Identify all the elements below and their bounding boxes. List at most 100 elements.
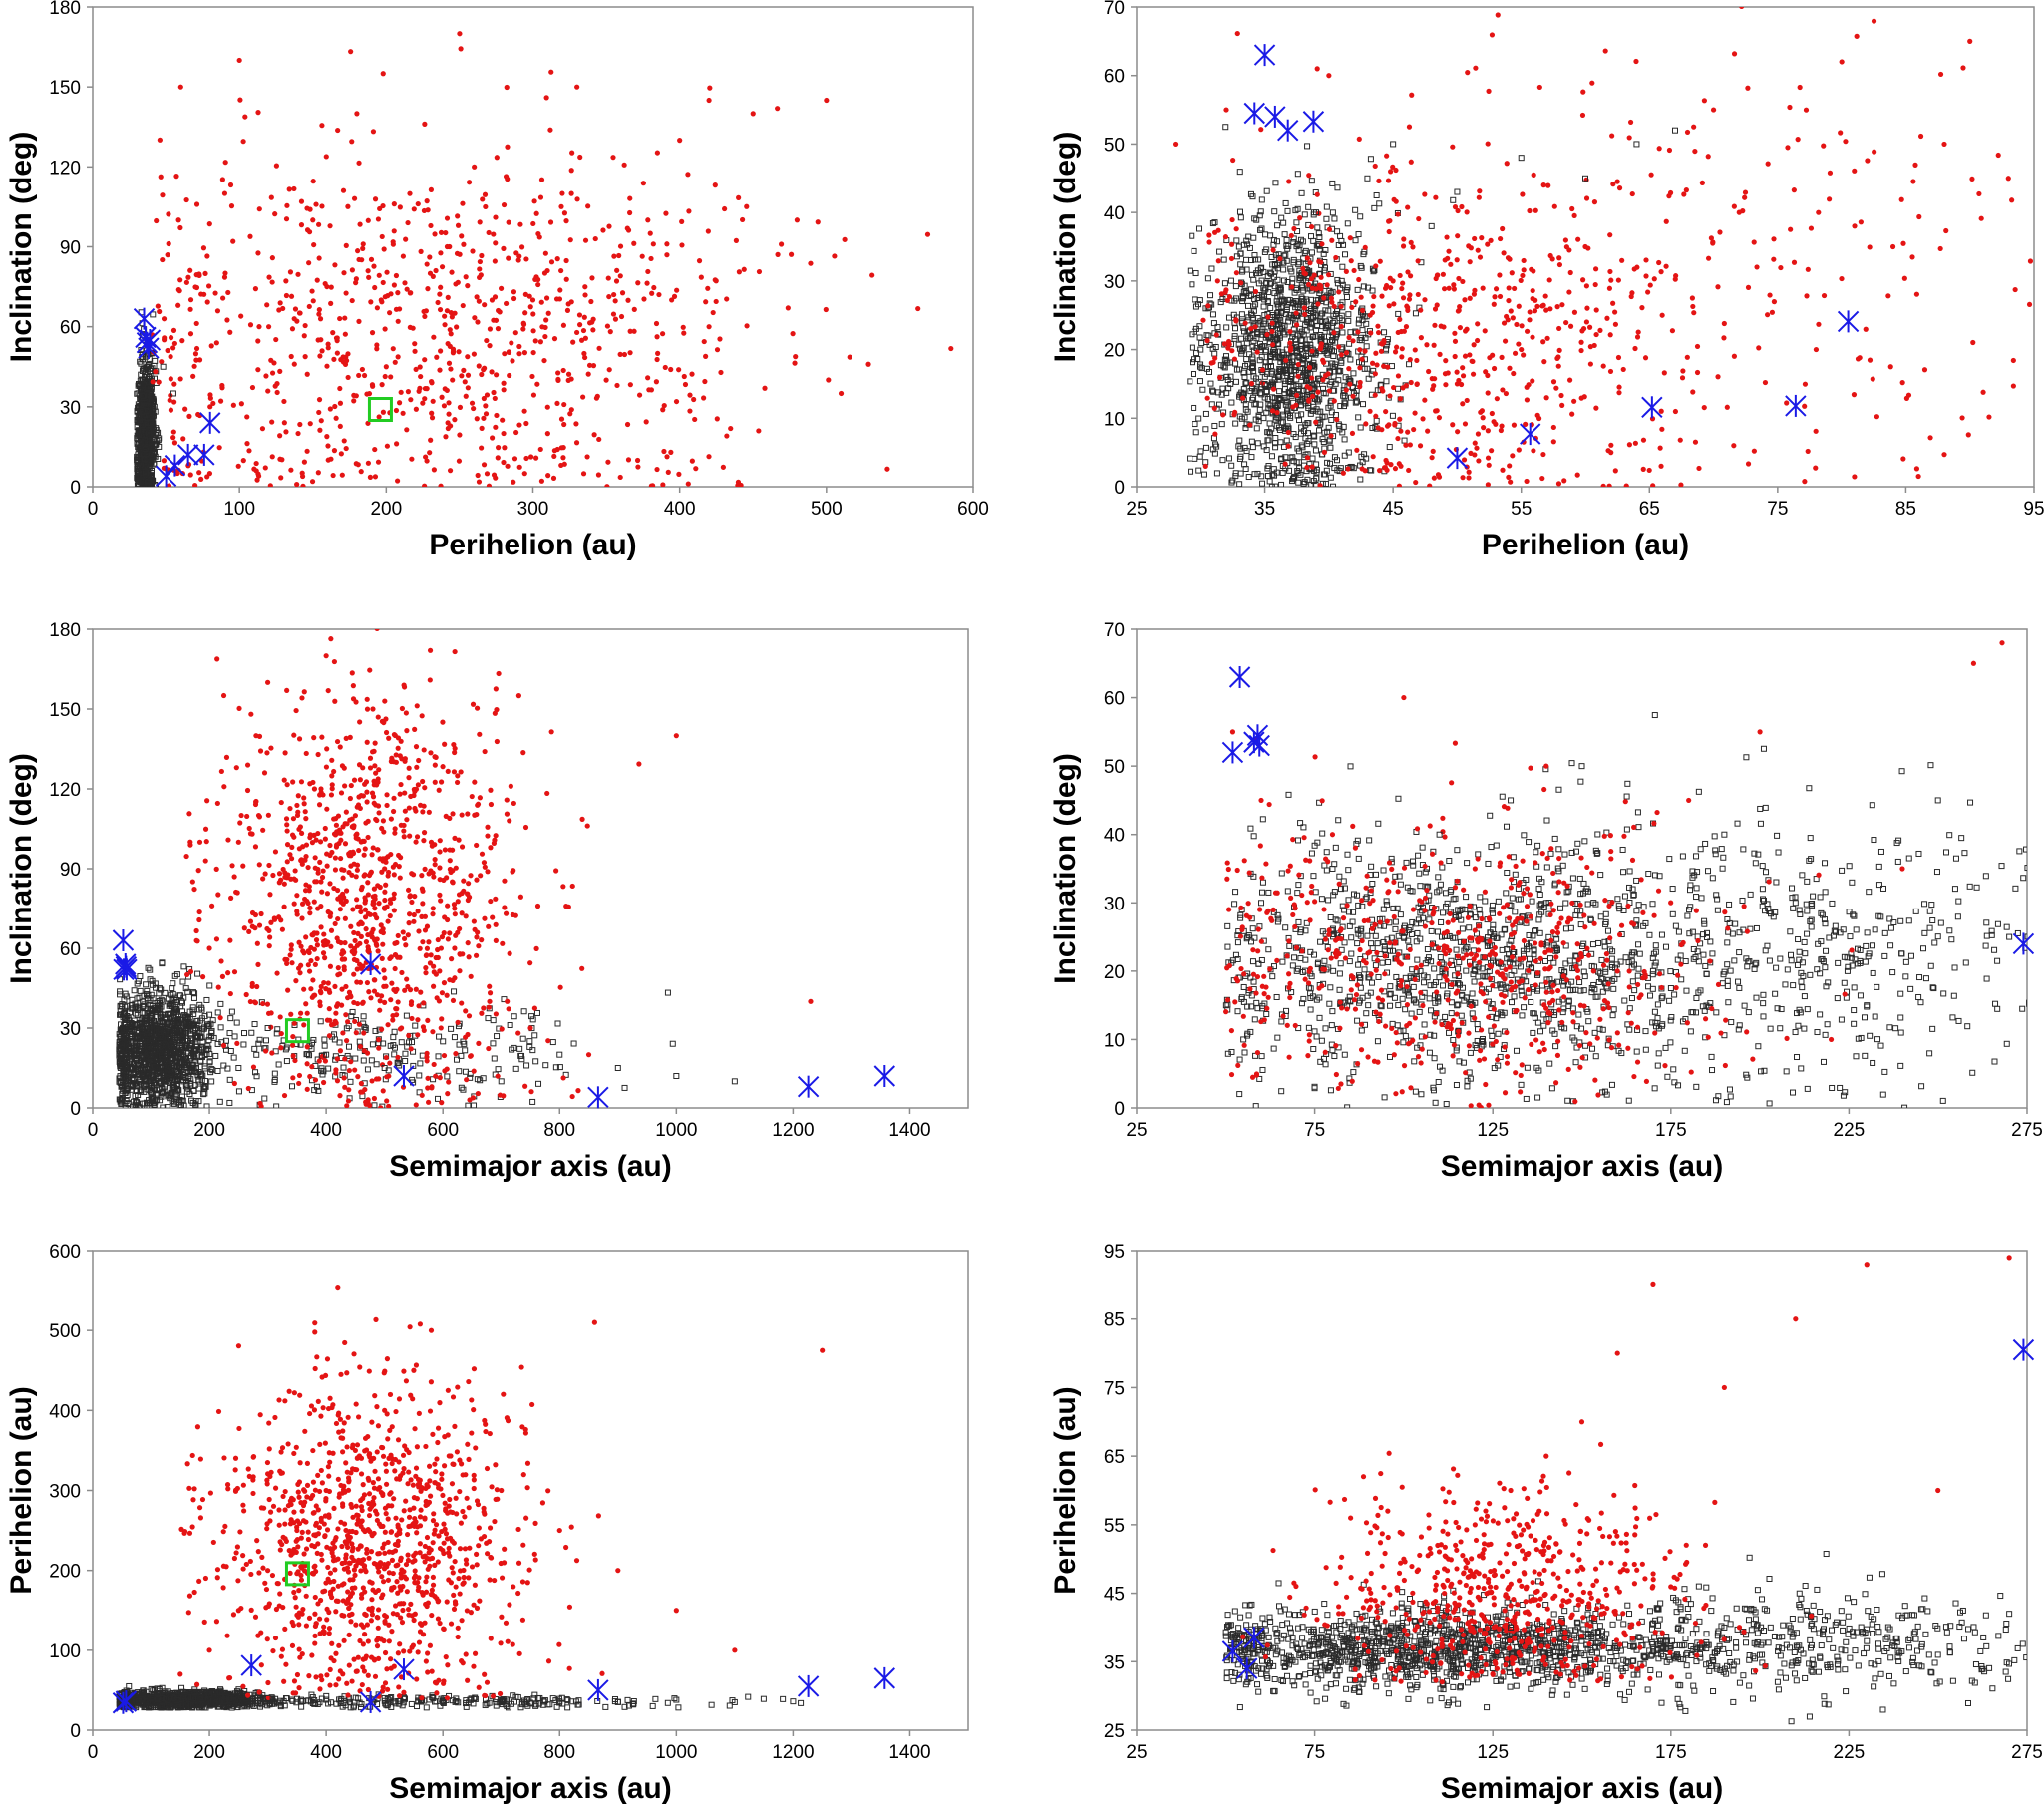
red-point	[360, 241, 366, 247]
red-point	[1410, 244, 1416, 250]
red-point	[1482, 328, 1488, 334]
gray-point	[1281, 391, 1288, 398]
gray-point	[160, 363, 167, 370]
red-point	[1852, 168, 1858, 174]
gray-point	[1324, 351, 1331, 358]
red-point	[1592, 281, 1598, 288]
red-point	[302, 354, 308, 360]
gray-point	[1383, 378, 1390, 385]
gray-point	[1238, 311, 1245, 318]
red-point	[516, 343, 522, 350]
red-point	[210, 400, 216, 407]
red-point	[1569, 205, 1575, 212]
x-tick-label: 65	[1639, 499, 1660, 520]
gray-point	[1266, 478, 1273, 485]
red-point	[1865, 158, 1871, 164]
gray-point	[1196, 453, 1203, 460]
red-point	[1320, 377, 1326, 383]
red-point	[160, 256, 166, 263]
gray-point	[1327, 444, 1334, 451]
red-point	[604, 323, 611, 329]
red-point	[1612, 468, 1618, 474]
gray-point	[1322, 481, 1329, 487]
gray-point	[1223, 324, 1230, 331]
red-point	[402, 280, 408, 286]
gray-point	[1240, 369, 1247, 376]
gray-point	[1364, 175, 1371, 182]
red-point	[668, 366, 674, 373]
red-point	[492, 258, 498, 264]
gray-point	[1306, 461, 1313, 468]
red-point	[1493, 421, 1499, 427]
red-point	[624, 225, 630, 231]
gray-point	[1330, 483, 1337, 487]
red-point	[1457, 303, 1463, 310]
gray-point	[226, 1030, 233, 1037]
red-point	[341, 438, 347, 444]
red-point	[521, 408, 527, 414]
gray-point	[1329, 209, 1336, 216]
red-point	[177, 224, 183, 231]
gray-point	[1298, 411, 1305, 418]
red-point	[517, 221, 523, 227]
red-point	[392, 359, 398, 365]
red-point	[627, 350, 633, 356]
red-point	[421, 308, 427, 315]
red-point	[1787, 104, 1793, 111]
red-point	[581, 314, 587, 320]
gray-point	[1192, 270, 1199, 277]
gray-point	[1287, 414, 1294, 421]
red-point	[1645, 289, 1651, 295]
red-point	[487, 326, 494, 332]
gray-point	[1294, 171, 1301, 178]
red-point	[1731, 51, 1738, 57]
red-point	[703, 299, 709, 305]
red-point	[380, 202, 386, 209]
red-point	[542, 250, 548, 256]
gray-point	[1298, 402, 1305, 409]
gray-point	[1288, 268, 1295, 275]
red-point	[1414, 357, 1420, 364]
red-point	[1742, 189, 1749, 195]
red-point	[1739, 7, 1745, 9]
red-point	[553, 296, 560, 302]
gray-point	[1345, 311, 1352, 318]
red-point	[1797, 84, 1803, 91]
red-point	[778, 241, 785, 247]
gray-point	[1295, 479, 1302, 486]
gray-point	[1281, 380, 1288, 387]
red-point	[220, 295, 226, 301]
gray-point	[1257, 226, 1264, 233]
red-point	[523, 455, 529, 462]
red-point	[589, 275, 595, 281]
red-point	[1571, 398, 1577, 404]
gray-point	[214, 1067, 221, 1074]
red-point	[1543, 395, 1549, 401]
red-point	[1550, 439, 1556, 445]
red-point	[1286, 179, 1292, 184]
red-point	[422, 121, 428, 127]
red-point	[1416, 215, 1422, 222]
red-point	[1363, 421, 1369, 427]
gray-point	[1359, 317, 1366, 324]
red-point	[283, 429, 289, 435]
gray-point	[1261, 394, 1268, 401]
red-point	[200, 245, 207, 251]
red-point	[741, 266, 747, 272]
gray-point	[1229, 477, 1236, 484]
gray-point	[1339, 263, 1346, 270]
red-point	[528, 454, 534, 460]
red-point	[619, 290, 626, 296]
red-point	[1491, 301, 1497, 307]
red-point	[1663, 263, 1669, 269]
red-point	[1804, 293, 1810, 299]
red-point	[558, 267, 564, 274]
gray-point	[1266, 358, 1273, 365]
red-point	[1436, 474, 1443, 480]
red-point	[1233, 270, 1240, 276]
red-point	[516, 422, 522, 428]
red-point	[1485, 482, 1491, 487]
red-point	[581, 350, 587, 357]
gray-point	[1268, 370, 1275, 377]
red-point	[255, 338, 261, 344]
